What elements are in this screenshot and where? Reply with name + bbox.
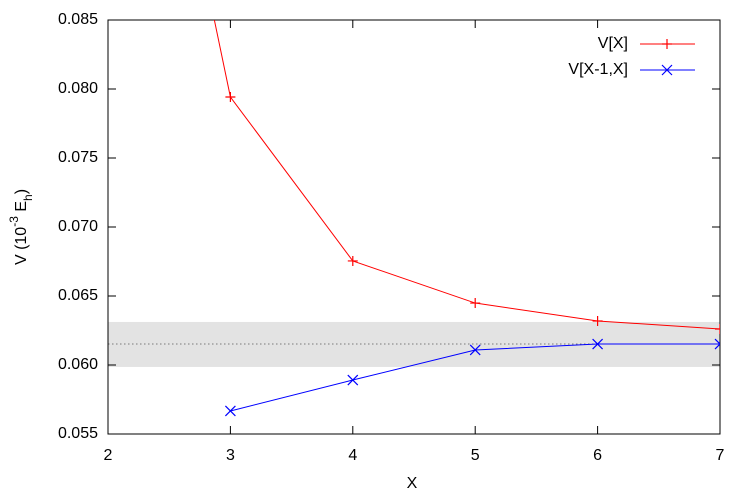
point-marker bbox=[592, 315, 603, 326]
point-marker bbox=[469, 344, 481, 356]
y-tick-label: 0.080 bbox=[58, 80, 98, 97]
y-axis-label: V (10-3 Eh) bbox=[7, 189, 35, 265]
point-marker bbox=[715, 323, 720, 334]
legend-label: V[X] bbox=[598, 35, 628, 52]
y-axis-label-part: E bbox=[13, 201, 30, 216]
y-tick-label: 0.075 bbox=[58, 149, 98, 166]
plot-area bbox=[213, 20, 720, 417]
series-line bbox=[213, 20, 720, 330]
plot-frame bbox=[107, 19, 721, 435]
y-tick-label: 0.055 bbox=[58, 425, 98, 442]
legend-label: V[X-1,X] bbox=[568, 61, 628, 78]
y-axis-label-part: h bbox=[21, 194, 35, 201]
y-tick-label: 0.060 bbox=[58, 356, 98, 373]
x-tick-label: 3 bbox=[226, 447, 235, 464]
point-marker bbox=[470, 298, 481, 309]
point-marker bbox=[225, 92, 236, 103]
point-marker bbox=[347, 374, 359, 386]
y-tick-label: 0.070 bbox=[58, 218, 98, 235]
x-tick-label: 5 bbox=[471, 447, 480, 464]
x-tick-label: 7 bbox=[716, 447, 725, 464]
y-tick-label: 0.085 bbox=[58, 11, 98, 28]
legend-marker bbox=[662, 39, 672, 49]
point-marker bbox=[224, 405, 236, 417]
x-tick-label: 2 bbox=[104, 447, 113, 464]
y-tick-label: 0.065 bbox=[58, 287, 98, 304]
point-marker bbox=[347, 255, 358, 266]
x-tick-label: 6 bbox=[593, 447, 602, 464]
y-axis-label-part: -3 bbox=[7, 216, 21, 227]
x-axis-label: X bbox=[407, 475, 418, 492]
point-marker bbox=[714, 338, 720, 350]
point-marker bbox=[592, 338, 604, 350]
legend-marker bbox=[661, 64, 673, 76]
y-axis-label-part: V (10 bbox=[13, 227, 30, 265]
y-axis-label-part: ) bbox=[13, 189, 30, 194]
x-tick-label: 4 bbox=[348, 447, 357, 464]
